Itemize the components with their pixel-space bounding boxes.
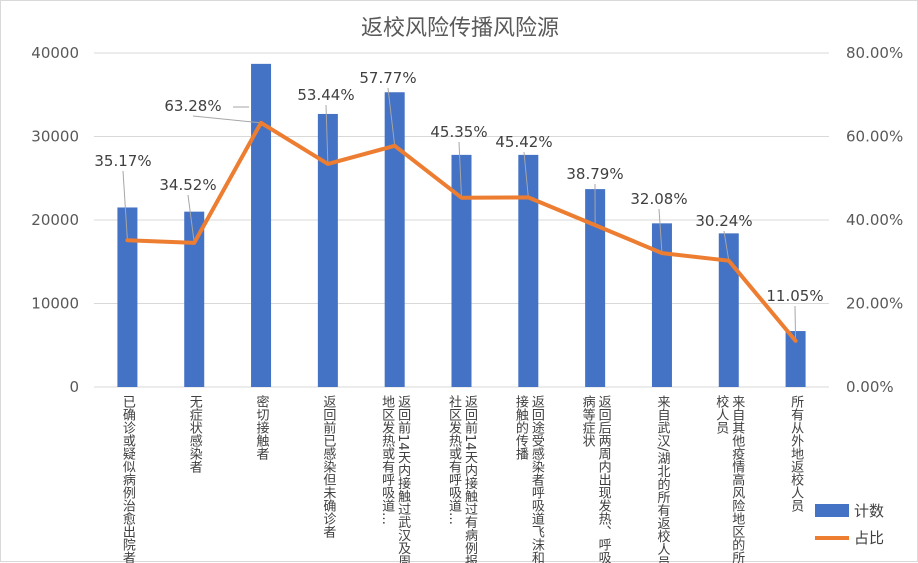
ratio-data-label: 11.05%: [766, 287, 823, 305]
category-label-column: 返回途受感染者呼吸道飞沫和密切: [529, 395, 545, 563]
leader-line: [795, 306, 796, 341]
legend-swatch-count: [815, 504, 849, 517]
ratio-data-label: 57.77%: [359, 69, 416, 87]
left-axis-tick-label: 40000: [31, 44, 79, 62]
legend-label-ratio: 占比: [854, 529, 884, 547]
category-labels: 已确诊或疑似病例治愈出院者 无症状感染者 密切接触者 返回前已感染但未确诊者 返回前14…: [120, 394, 804, 563]
left-axis-tick-label: 0: [69, 378, 79, 396]
category-label: 无症状感染者: [187, 395, 203, 474]
ratio-data-label: 53.44%: [297, 86, 354, 104]
category-label-column: 返回后两周内出现发热、呼吸道疾: [596, 395, 612, 563]
right-axis-ticks: 0.00% 20.00% 40.00% 60.00% 80.00%: [846, 44, 903, 396]
ratio-data-label: 63.28%: [164, 97, 221, 115]
category-label: 返回前14天内接触过有病例报告社区发热或有呼吸道…: [446, 394, 478, 563]
ratio-data-label: 32.08%: [630, 190, 687, 208]
ratio-data-label: 45.35%: [430, 123, 487, 141]
category-label-column: 来自武汉/湖北的所有返校人员: [654, 395, 670, 563]
category-label-column: 返回前14天内接触过武汉及周边: [395, 395, 411, 563]
chart-title: 返校风险传播风险源: [361, 16, 559, 41]
ratio-data-label: 34.52%: [159, 176, 216, 194]
category-label-column: 接触的传播: [513, 394, 529, 460]
category-label-column: 地区发热或有呼吸道…: [379, 395, 395, 525]
category-label-column: 密切接触者: [254, 394, 270, 461]
category-label-column: 所有从外地返校人员: [788, 395, 804, 512]
right-axis-tick-label: 80.00%: [846, 44, 903, 62]
category-label-column: 病等症状: [580, 395, 596, 447]
bar: [251, 64, 271, 387]
right-axis-tick-label: 0.00%: [846, 378, 894, 396]
category-label: 来自武汉/湖北的所有返校人员: [654, 395, 670, 563]
left-axis-tick-label: 30000: [31, 128, 79, 146]
category-label: 返回前已感染但未确诊者: [320, 395, 336, 539]
right-axis-tick-label: 40.00%: [846, 211, 903, 229]
legend-label-count: 计数: [854, 502, 884, 520]
left-axis-tick-label: 10000: [31, 295, 79, 313]
category-label: 已确诊或疑似病例治愈出院者: [120, 395, 136, 563]
bar: [719, 233, 739, 387]
category-label-column: 返回前已感染但未确诊者: [320, 395, 336, 539]
bar: [184, 212, 204, 387]
category-label: 密切接触者: [254, 394, 270, 461]
bar: [385, 92, 405, 387]
category-label-column: 校人员: [713, 394, 729, 434]
category-label-column: 无症状感染者: [187, 395, 203, 474]
left-axis-tick-label: 20000: [31, 211, 79, 229]
ratio-data-label: 30.24%: [695, 212, 752, 230]
category-label-column: 已确诊或疑似病例治愈出院者: [120, 395, 136, 563]
category-label-column: 返回前14天内接触过有病例报告: [462, 395, 478, 563]
right-axis-tick-label: 60.00%: [846, 128, 903, 146]
category-label-column: 社区发热或有呼吸道…: [446, 394, 462, 525]
left-axis-ticks: 0 10000 20000 30000 40000: [31, 44, 79, 396]
right-axis-tick-label: 20.00%: [846, 295, 903, 313]
ratio-data-label: 35.17%: [94, 152, 151, 170]
ratio-data-label: 45.42%: [495, 133, 552, 151]
category-label-column: 来自其他疫情高风险地区的所有返: [729, 395, 745, 563]
leader-line: [193, 116, 261, 123]
category-label: 所有从外地返校人员: [788, 395, 804, 512]
category-label: 返回前14天内接触过武汉及周边地区发热或有呼吸道…: [379, 395, 411, 563]
bar: [518, 155, 538, 387]
ratio-data-label: 38.79%: [566, 165, 623, 183]
